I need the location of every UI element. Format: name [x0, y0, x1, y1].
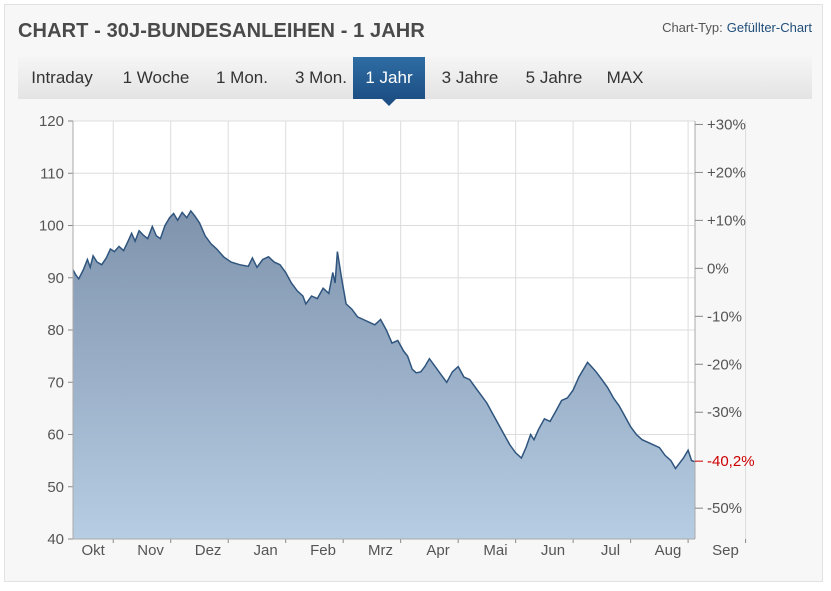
y-tick-label: 90: [47, 270, 64, 287]
y2-tick-label: -50%: [707, 500, 742, 517]
y-tick-label: 100: [39, 218, 64, 235]
y-tick-label: 40: [47, 531, 64, 548]
x-tick-label: Feb: [310, 542, 336, 559]
x-tick-label: Nov: [137, 542, 164, 559]
y-tick-label: 120: [39, 113, 64, 130]
tab-1-mon[interactable]: 1 Mon.: [216, 68, 268, 87]
current-change-label: -40,2%: [707, 453, 755, 470]
x-tick-label: Jul: [601, 542, 620, 559]
y2-tick-label: -10%: [707, 308, 742, 325]
y-tick-label: 110: [40, 165, 64, 182]
x-tick-label: Aug: [655, 542, 682, 559]
tab-intraday[interactable]: Intraday: [31, 68, 93, 87]
tab-3-jahre[interactable]: 3 Jahre: [441, 68, 499, 87]
chart-title: CHART - 30J-BUNDESANLEIHEN - 1 JAHR: [18, 20, 425, 42]
y2-tick-label: 0%: [707, 260, 729, 277]
chart-type-label: Chart-Typ:: [662, 20, 723, 35]
tab-1-jahr[interactable]: 1 Jahr: [353, 57, 425, 106]
x-tick-label: Jan: [253, 542, 277, 559]
y2-tick-label: -30%: [707, 404, 742, 421]
x-tick-label: Sep: [712, 542, 739, 559]
y-tick-label: 70: [47, 374, 64, 391]
y2-tick-label: +30%: [707, 116, 746, 133]
y-tick-label: 60: [47, 427, 64, 444]
x-tick-label: Okt: [81, 542, 105, 559]
y2-tick-label: +10%: [707, 212, 746, 229]
y-tick-label: 50: [47, 479, 64, 496]
x-tick-label: Apr: [426, 542, 449, 559]
tab-3-mon[interactable]: 3 Mon.: [295, 68, 347, 87]
y-tick-label: 80: [47, 322, 64, 339]
tab-max[interactable]: MAX: [606, 68, 644, 87]
chart-type-selector[interactable]: Chart-Typ: Gefüllter-Chart: [662, 20, 812, 35]
data-series-line: [72, 209, 696, 470]
tab-1-woche[interactable]: 1 Woche: [122, 68, 190, 87]
x-tick-label: Dez: [195, 542, 222, 559]
x-tick-label: Mai: [483, 542, 507, 559]
x-tick-label: Jun: [541, 542, 565, 559]
chart-type-value[interactable]: Gefüllter-Chart: [726, 20, 812, 35]
y2-tick-label: +20%: [707, 164, 746, 181]
x-tick-label: Mrz: [368, 542, 393, 559]
y2-tick-label: -20%: [707, 356, 742, 373]
data-series-area: [73, 210, 695, 539]
timeframe-tabs: Intraday 1 Woche 1 Mon. 3 Mon. 1 Jahr 3 …: [18, 57, 812, 106]
tab-5-jahre[interactable]: 5 Jahre: [525, 68, 583, 87]
